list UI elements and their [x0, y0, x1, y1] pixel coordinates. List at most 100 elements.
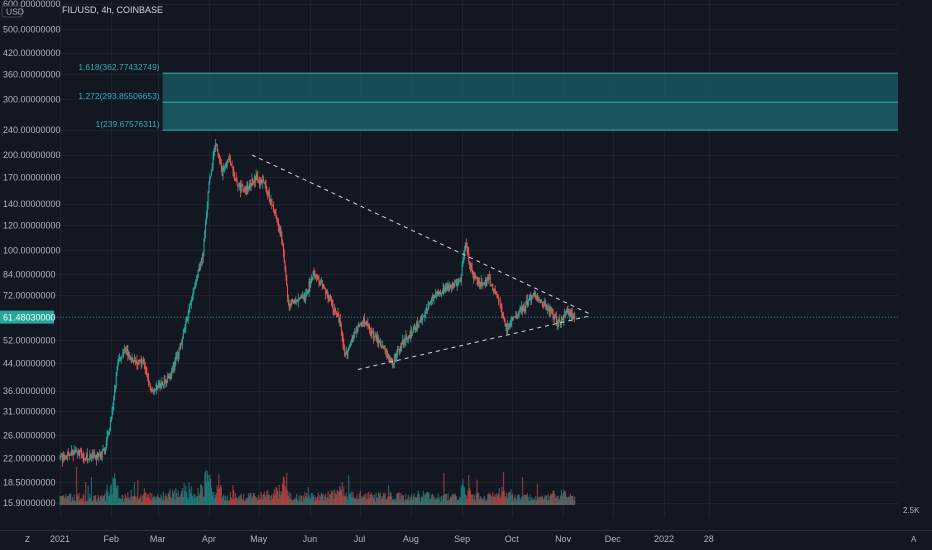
volume-bar	[176, 493, 178, 505]
candle-body	[263, 179, 265, 183]
candle-body	[420, 316, 422, 321]
volume-bar	[90, 497, 92, 505]
volume-bar	[473, 498, 475, 505]
auto-scale-icon-right[interactable]: A	[911, 535, 917, 544]
volume-bar	[134, 495, 136, 505]
volume-bar	[562, 493, 564, 505]
candle-body	[369, 330, 371, 332]
volume-bar	[67, 496, 69, 505]
candle-body	[240, 184, 242, 191]
volume-bar	[463, 486, 465, 505]
volume-bar	[386, 499, 388, 505]
volume-bar	[284, 485, 286, 505]
candle-body	[144, 366, 146, 371]
candle-body	[129, 356, 131, 360]
volume-bar	[416, 497, 418, 505]
volume-bar	[343, 486, 345, 505]
volume-bar	[233, 490, 235, 505]
candle-body	[558, 320, 560, 322]
candle-body	[263, 182, 265, 184]
candle-body	[210, 176, 212, 178]
candle-body	[272, 204, 274, 206]
volume-bar	[520, 499, 522, 505]
candle-body	[148, 377, 150, 382]
candle-body	[74, 450, 76, 452]
candle-body	[110, 416, 112, 422]
candle-body	[330, 296, 332, 301]
candle-body	[158, 382, 160, 384]
candle-body	[554, 316, 556, 319]
volume-bar	[384, 492, 386, 505]
candle-body	[282, 240, 284, 243]
volume-bar	[501, 487, 503, 505]
trendlines[interactable]	[251, 154, 590, 370]
volume-bar	[188, 482, 190, 505]
volume-bar	[462, 479, 464, 505]
a-icon: A	[911, 535, 917, 544]
candle-body	[473, 273, 475, 278]
candle-body	[323, 287, 325, 289]
candle-body	[295, 300, 297, 303]
candle-body	[517, 314, 519, 317]
candle-body	[241, 184, 243, 186]
trendline[interactable]	[357, 315, 590, 370]
time-axis[interactable]: 2021 Feb Mar Apr May Jun Jul Aug Sep Oct Nov Dec 202…	[0, 530, 932, 545]
volume-bar	[146, 497, 148, 505]
volume-bar	[556, 496, 558, 505]
volume-bar	[184, 491, 186, 505]
candle-body	[186, 321, 188, 323]
volume-bar	[516, 495, 519, 505]
candle-body	[207, 191, 209, 207]
candle-body	[224, 166, 226, 168]
volume-bar	[297, 501, 299, 505]
candle-body	[153, 390, 155, 393]
volume-bar	[512, 500, 515, 505]
volume-bar	[229, 499, 231, 505]
volume-bar	[277, 490, 279, 505]
candle-body	[466, 244, 468, 252]
candle-body	[511, 317, 513, 321]
fib-extension-zone[interactable]: 1.618(362.77432749) 1.272(293.85506653) 1(…	[78, 62, 898, 131]
candle-body	[377, 336, 379, 344]
candle-body	[65, 456, 67, 458]
volume-bar	[267, 494, 270, 505]
volume-bar	[173, 490, 175, 505]
volume-bar	[128, 499, 131, 505]
trendline[interactable]	[251, 154, 590, 315]
volume-bar	[379, 492, 381, 505]
volume-bar	[534, 500, 536, 505]
volume-bar	[490, 496, 492, 505]
volume-bar	[416, 494, 419, 505]
candle-body	[561, 318, 563, 319]
candle-body	[375, 334, 377, 340]
currency-badge[interactable]: USD	[1, 5, 24, 18]
candle-body	[131, 357, 133, 360]
volume-bar	[202, 496, 204, 505]
volume-bar	[401, 495, 404, 505]
volume-bar	[467, 490, 469, 505]
volume-bar	[355, 498, 357, 505]
volume-bar	[474, 500, 476, 505]
volume-bar	[229, 492, 232, 505]
volume-bar	[222, 496, 224, 505]
volume-bar	[298, 495, 300, 505]
volume-bar	[165, 493, 167, 505]
volume-bar	[323, 500, 325, 505]
candle-body	[448, 285, 450, 288]
volume-bar	[519, 498, 521, 505]
price-axis[interactable]: 600.00000000 500.00000000 420.00000000 360.…	[0, 0, 61, 508]
volume-bar	[518, 495, 520, 505]
volume-bar	[348, 475, 350, 505]
candle-body	[82, 454, 84, 459]
volume-bar	[305, 492, 308, 505]
candle-body	[299, 298, 301, 300]
volume-bar	[421, 497, 424, 505]
candle-body	[108, 431, 110, 433]
volume-bar	[94, 494, 97, 505]
auto-scale-icon-left[interactable]: Z	[25, 535, 30, 544]
volume-bar	[346, 496, 348, 505]
candle-body	[215, 143, 217, 150]
candle-body	[384, 347, 386, 352]
volume-bar	[409, 497, 411, 505]
